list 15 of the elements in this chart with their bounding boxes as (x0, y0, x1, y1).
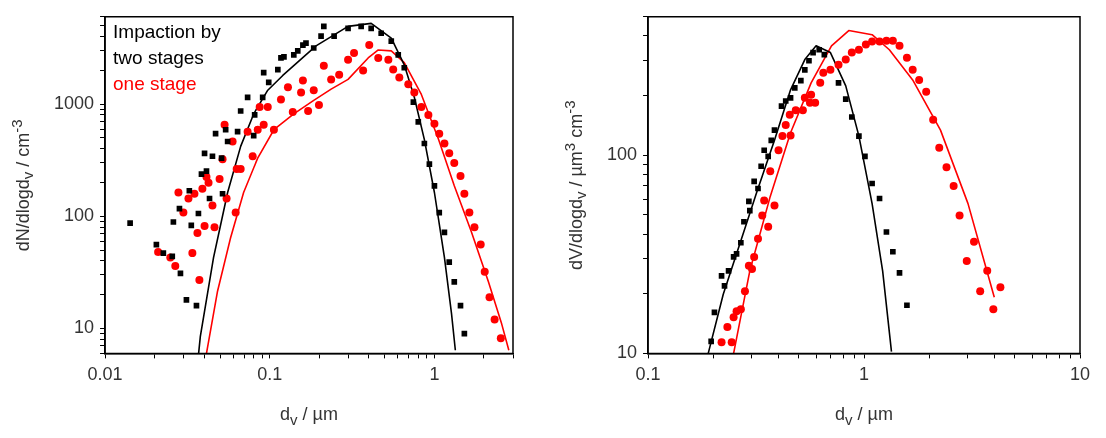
y-tick-label: 100 (64, 205, 95, 226)
y-tick-label: 10 (74, 317, 95, 338)
text: two stages (113, 46, 204, 68)
x-tick-label: 10 (1069, 364, 1091, 385)
x-tick-label: 1 (859, 364, 870, 385)
x-axis-title: d$_{v}$ / µm (280, 404, 338, 428)
x-tick-label: 0.01 (87, 364, 123, 385)
legend-title: Impaction by (113, 20, 222, 42)
x-tick-label: 0.1 (635, 364, 661, 385)
x-axis-title: d$_{v}$ / µm (835, 404, 893, 428)
text: one stage (113, 72, 197, 94)
x-tick-label: 1 (429, 364, 440, 385)
y-tick-label: 1000 (54, 93, 95, 114)
x-tick-label: 0.1 (257, 364, 283, 385)
y-tick-label: 100 (606, 144, 638, 165)
